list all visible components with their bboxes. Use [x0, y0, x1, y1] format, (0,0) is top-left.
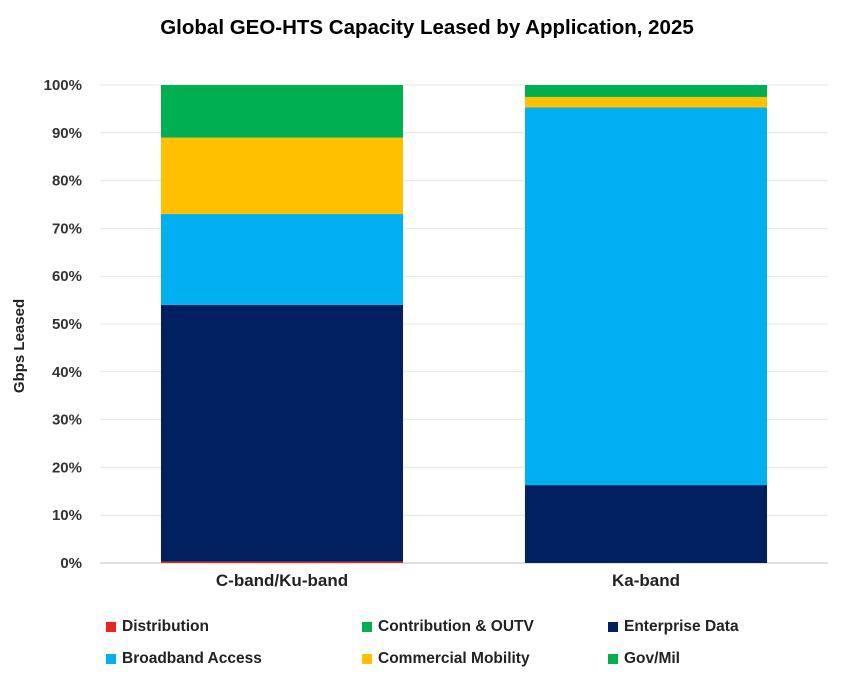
y-tick-label: 20% [52, 459, 82, 476]
bar-segment-broadband-access [160, 214, 404, 305]
legend-swatch [106, 622, 116, 632]
y-tick-label: 70% [52, 220, 82, 237]
legend-label: Enterprise Data [624, 618, 739, 635]
legend-label: Gov/Mil [624, 650, 680, 667]
legend-item: Commercial Mobility [362, 650, 530, 668]
bar-segment-commercial-mobility [160, 137, 404, 215]
legend-label: Distribution [122, 618, 209, 635]
y-tick-label: 80% [52, 173, 82, 190]
legend-swatch [608, 622, 618, 632]
y-tick-label: 50% [52, 316, 82, 333]
bar-segment-enterprise-data [160, 304, 404, 562]
bar-segment-commercial-mobility [524, 96, 768, 108]
bars [160, 85, 768, 563]
legend-swatch [362, 622, 372, 632]
chart-title: Global GEO-HTS Capacity Leased by Applic… [160, 16, 694, 39]
y-axis-ticks: 0% 10% 20% 30% 40% 50% 60% 70% 80% 90% 100% [44, 77, 82, 572]
y-tick-label: 100% [44, 77, 82, 94]
y-axis-label: Gbps Leased [11, 299, 28, 393]
bar-segment-broadband-access [524, 107, 768, 486]
legend-swatch [362, 654, 372, 664]
bar-segment-distribution [160, 561, 404, 563]
bar-segment-enterprise-data [524, 485, 768, 563]
y-tick-label: 40% [52, 364, 82, 381]
legend-swatch [106, 654, 116, 664]
x-axis-ticks: C-band/Ku-band Ka-band [216, 571, 680, 590]
bar-segment-gov-mil [524, 85, 768, 97]
legend-label: Commercial Mobility [378, 650, 530, 667]
legend-label: Broadband Access [122, 650, 262, 667]
legend-item: Distribution [106, 618, 209, 636]
legend-item: Broadband Access [106, 650, 262, 668]
legend-item: Contribution & OUTV [362, 618, 534, 636]
y-tick-label: 60% [52, 268, 82, 285]
y-tick-label: 30% [52, 412, 82, 429]
y-tick-label: 0% [60, 555, 82, 572]
x-tick-label: Ka-band [612, 571, 680, 590]
y-tick-label: 10% [52, 507, 82, 524]
legend-swatch [608, 654, 618, 664]
bar-segment-gov-mil [160, 85, 404, 138]
x-tick-label: C-band/Ku-band [216, 571, 348, 590]
legend-label: Contribution & OUTV [378, 618, 534, 635]
y-tick-label: 90% [52, 125, 82, 142]
legend-item: Enterprise Data [608, 618, 739, 636]
legend-item: Gov/Mil [608, 650, 680, 668]
